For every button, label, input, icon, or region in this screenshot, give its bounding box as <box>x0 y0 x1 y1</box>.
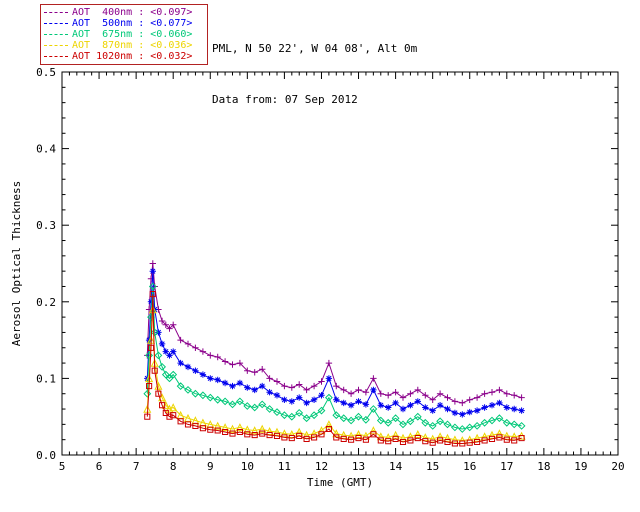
legend-line-sample <box>44 45 68 46</box>
svg-text:0.2: 0.2 <box>36 296 56 309</box>
legend-label: AOT 870nm : <0.036> <box>72 40 193 51</box>
svg-text:0.5: 0.5 <box>36 66 56 79</box>
legend-label: AOT 1020nm : <0.032> <box>72 51 193 62</box>
svg-text:Aerosol Optical Thickness: Aerosol Optical Thickness <box>10 181 23 347</box>
legend-line-sample <box>44 12 68 13</box>
data-date: Data from: 07 Sep 2012 <box>212 93 358 106</box>
svg-text:0.4: 0.4 <box>36 143 56 156</box>
svg-text:12: 12 <box>315 460 328 473</box>
svg-text:0.3: 0.3 <box>36 219 56 232</box>
legend-item: AOT 500nm : <0.077> <box>44 18 204 29</box>
legend-line-sample <box>44 56 68 57</box>
station-header: PML, N 50 22', W 04 08', Alt 0m Data fro… <box>212 6 417 142</box>
legend-line-sample <box>44 23 68 24</box>
svg-text:16: 16 <box>463 460 476 473</box>
svg-text:15: 15 <box>426 460 439 473</box>
station-location: PML, N 50 22', W 04 08', Alt 0m <box>212 42 418 55</box>
svg-text:20: 20 <box>611 460 624 473</box>
svg-text:7: 7 <box>133 460 140 473</box>
legend-label: AOT 675nm : <0.060> <box>72 29 193 40</box>
svg-text:0.1: 0.1 <box>36 372 56 385</box>
svg-text:10: 10 <box>241 460 254 473</box>
legend-label: AOT 400nm : <0.097> <box>72 7 193 18</box>
svg-text:18: 18 <box>537 460 550 473</box>
legend-item: AOT 400nm : <0.097> <box>44 7 204 18</box>
svg-text:6: 6 <box>96 460 103 473</box>
svg-text:17: 17 <box>500 460 513 473</box>
svg-text:19: 19 <box>574 460 587 473</box>
svg-text:9: 9 <box>207 460 214 473</box>
legend-item: AOT 675nm : <0.060> <box>44 29 204 40</box>
svg-text:5: 5 <box>59 460 66 473</box>
svg-text:8: 8 <box>170 460 177 473</box>
svg-text:13: 13 <box>352 460 365 473</box>
svg-text:11: 11 <box>278 460 291 473</box>
svg-text:0.0: 0.0 <box>36 449 56 462</box>
legend-line-sample <box>44 34 68 35</box>
legend-box: AOT 400nm : <0.097> AOT 500nm : <0.077> … <box>40 4 208 65</box>
legend-item: AOT 870nm : <0.036> <box>44 40 204 51</box>
svg-text:Time (GMT): Time (GMT) <box>307 476 373 489</box>
legend-label: AOT 500nm : <0.077> <box>72 18 193 29</box>
legend-item: AOT 1020nm : <0.032> <box>44 51 204 62</box>
svg-text:14: 14 <box>389 460 403 473</box>
